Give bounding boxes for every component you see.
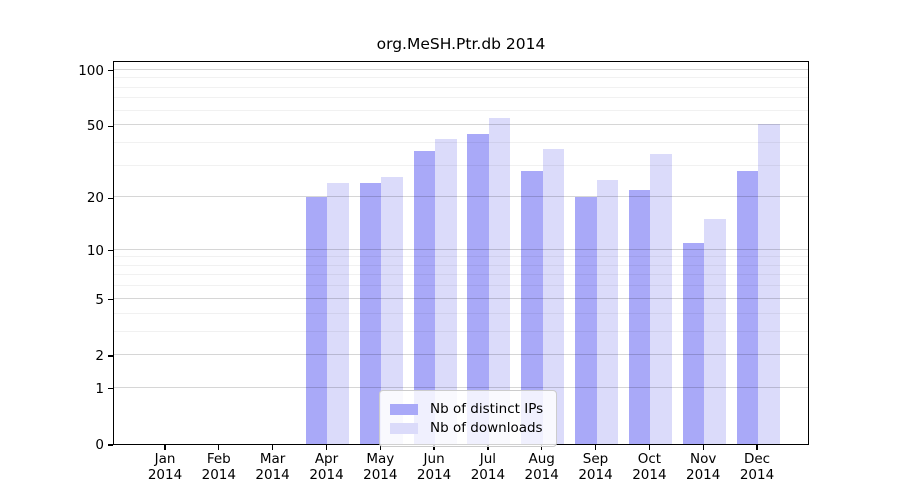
- legend-swatch-downloads: [390, 422, 418, 434]
- bar-nb-of-distinct-ips-apr-2014: [305, 197, 328, 444]
- gridline-2: [114, 353, 808, 355]
- x-tick-jan-2014: [164, 445, 166, 450]
- gridline-9: [114, 256, 808, 258]
- legend-item-downloads: Nb of downloads: [390, 420, 543, 436]
- bar-nb-of-downloads-jun-2014: [435, 139, 457, 444]
- y-tick-1: [108, 388, 113, 390]
- x-tick-label-aug-2014: Aug 2014: [524, 451, 559, 483]
- chart-title: org.MeSH.Ptr.db 2014: [376, 35, 546, 53]
- gridline-20: [114, 196, 808, 198]
- x-tick-oct-2014: [648, 445, 650, 450]
- legend: Nb of distinct IPs Nb of downloads: [379, 390, 558, 447]
- gridline-40: [114, 141, 808, 143]
- x-tick-label-oct-2014: Oct 2014: [632, 451, 667, 483]
- legend-swatch-distinct-ips: [390, 403, 418, 415]
- legend-label-distinct-ips: Nb of distinct IPs: [430, 401, 544, 417]
- x-tick-may-2014: [379, 445, 381, 450]
- y-tick-20: [108, 197, 113, 199]
- y-tick-label-5: 5: [95, 291, 104, 308]
- bar-nb-of-downloads-jul-2014: [488, 117, 511, 444]
- bar-nb-of-distinct-ips-aug-2014: [521, 171, 543, 444]
- x-tick-dec-2014: [756, 445, 758, 450]
- gridline-90: [114, 77, 808, 79]
- y-tick-0: [108, 444, 113, 446]
- gridline-1: [114, 386, 808, 388]
- x-tick-mar-2014: [272, 445, 274, 450]
- y-tick-2: [108, 355, 113, 357]
- y-tick-100: [108, 70, 113, 72]
- x-tick-label-jun-2014: Jun 2014: [416, 451, 452, 483]
- gridline-4: [114, 312, 808, 314]
- y-tick-label-100: 100: [78, 62, 104, 79]
- x-tick-jun-2014: [433, 445, 435, 450]
- y-tick-label-50: 50: [86, 118, 104, 135]
- gridline-60: [114, 109, 808, 111]
- bar-nb-of-downloads-sep-2014: [596, 179, 619, 444]
- y-tick-label-0: 0: [95, 437, 104, 453]
- x-tick-label-dec-2014: Dec 2014: [739, 451, 775, 483]
- bar-nb-of-downloads-nov-2014: [704, 219, 726, 444]
- x-tick-label-jan-2014: Jan 2014: [147, 451, 183, 483]
- bar-nb-of-downloads-oct-2014: [650, 153, 672, 444]
- x-tick-label-jul-2014: Jul 2014: [470, 451, 506, 483]
- bar-nb-of-downloads-apr-2014: [327, 183, 349, 444]
- y-tick-label-2: 2: [95, 347, 104, 364]
- legend-item-distinct-ips: Nb of distinct IPs: [390, 401, 543, 417]
- y-tick-5: [108, 299, 113, 301]
- gridline-8: [114, 264, 808, 266]
- bar-nb-of-distinct-ips-jun-2014: [413, 151, 436, 444]
- y-tick-label-10: 10: [86, 242, 104, 259]
- x-tick-sep-2014: [594, 445, 597, 450]
- bar-nb-of-downloads-may-2014: [381, 176, 403, 444]
- gridline-100: [114, 68, 808, 70]
- x-tick-aug-2014: [541, 445, 543, 450]
- x-tick-apr-2014: [325, 445, 328, 450]
- x-tick-label-sep-2014: Sep 2014: [578, 451, 613, 483]
- bar-nb-of-distinct-ips-jul-2014: [467, 133, 489, 444]
- x-tick-jul-2014: [487, 445, 489, 450]
- gridline-80: [114, 86, 808, 88]
- gridline-6: [114, 285, 808, 287]
- bar-nb-of-distinct-ips-sep-2014: [575, 197, 597, 444]
- gridline-50: [114, 124, 808, 126]
- gridline-5: [114, 297, 808, 299]
- y-tick-label-1: 1: [95, 380, 104, 397]
- gridline-7: [114, 274, 808, 276]
- gridline-30: [114, 164, 808, 166]
- x-tick-feb-2014: [218, 445, 220, 450]
- bar-nb-of-downloads-dec-2014: [758, 123, 780, 444]
- x-tick-label-feb-2014: Feb 2014: [201, 451, 236, 483]
- y-tick-10: [108, 249, 113, 252]
- gridline-3: [114, 330, 808, 332]
- gridline-10: [114, 248, 808, 250]
- x-tick-label-apr-2014: Apr 2014: [309, 451, 344, 483]
- legend-label-downloads: Nb of downloads: [430, 420, 543, 436]
- x-tick-label-mar-2014: Mar 2014: [255, 451, 290, 483]
- bar-nb-of-distinct-ips-oct-2014: [628, 189, 651, 444]
- y-tick-50: [108, 125, 113, 127]
- bar-nb-of-distinct-ips-nov-2014: [682, 242, 705, 444]
- y-tick-label-20: 20: [86, 190, 104, 207]
- x-tick-label-nov-2014: Nov 2014: [686, 451, 721, 483]
- bar-nb-of-distinct-ips-may-2014: [359, 183, 382, 444]
- gridline-70: [114, 97, 808, 99]
- plot-area: Nb of distinct IPs Nb of downloads: [113, 61, 809, 447]
- x-tick-label-may-2014: May 2014: [363, 451, 398, 483]
- x-tick-nov-2014: [702, 445, 704, 450]
- bar-nb-of-distinct-ips-dec-2014: [736, 171, 758, 444]
- bar-nb-of-downloads-aug-2014: [542, 149, 565, 444]
